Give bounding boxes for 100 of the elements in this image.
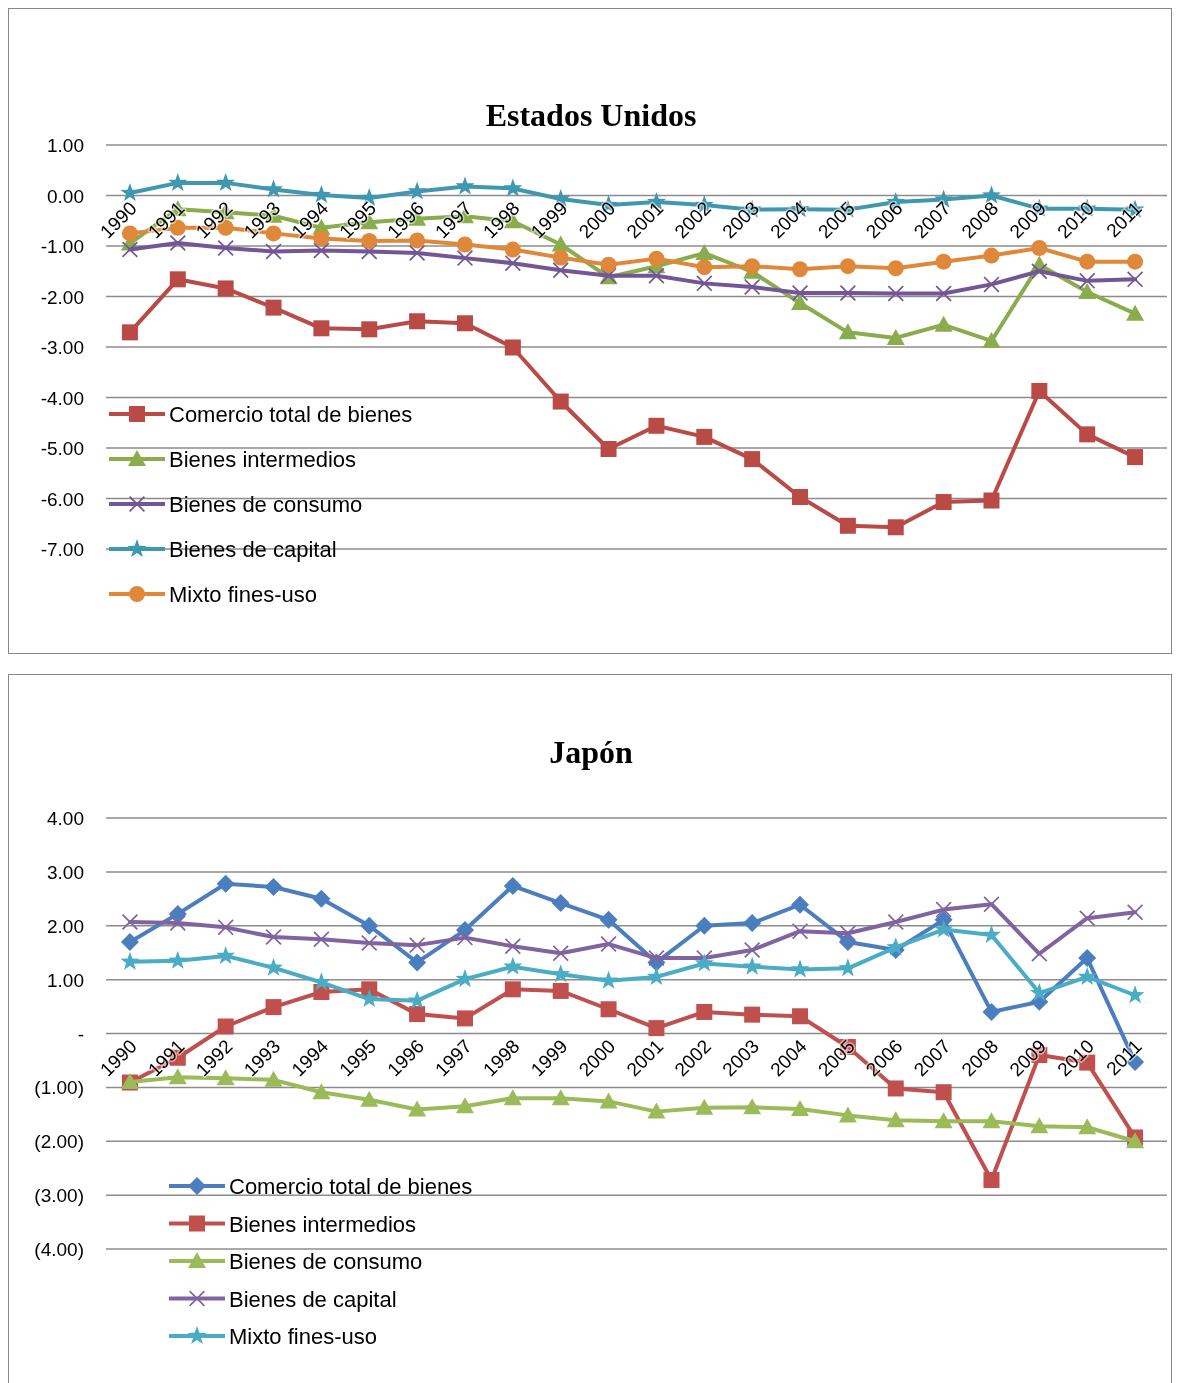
point (696, 275, 713, 292)
point (1079, 910, 1096, 927)
legend-label: Bienes de consumo (229, 1249, 423, 1274)
point (552, 262, 569, 279)
point (169, 271, 186, 288)
point (503, 178, 523, 197)
point (552, 249, 569, 266)
y-tick-label: - (77, 1023, 84, 1045)
point (648, 1020, 665, 1037)
point (935, 1084, 952, 1101)
point (504, 241, 521, 258)
point (217, 280, 234, 297)
point (168, 950, 188, 969)
point (934, 919, 954, 938)
point (313, 931, 330, 948)
point (455, 176, 475, 195)
point (792, 488, 809, 505)
point (120, 182, 140, 202)
point (409, 245, 426, 262)
point (313, 320, 330, 337)
point (1127, 449, 1144, 466)
point (695, 244, 714, 261)
y-tick-label: -6.00 (40, 488, 84, 510)
point (982, 1112, 1001, 1129)
legend-label: Comercio total de bienes (229, 1174, 473, 1199)
point (1127, 253, 1144, 270)
point (935, 901, 952, 918)
point (792, 261, 809, 278)
y-tick-label: 3.00 (47, 861, 84, 883)
point (1078, 1118, 1097, 1135)
y-tick-label: -2.00 (40, 286, 84, 308)
point (791, 294, 810, 311)
point (838, 323, 857, 340)
point (648, 250, 665, 267)
point (216, 172, 236, 191)
point (839, 258, 856, 275)
point (600, 256, 617, 273)
legend-label: Mixto fines-uso (229, 1324, 377, 1349)
point (503, 956, 523, 975)
point (1031, 263, 1048, 280)
y-tick-label: 1.00 (47, 969, 84, 991)
point (887, 519, 904, 536)
y-tick-label: (4.00) (34, 1239, 84, 1260)
y-tick-label: (1.00) (34, 1077, 84, 1099)
point (407, 181, 427, 200)
point (551, 964, 571, 983)
point (551, 1089, 570, 1106)
point (408, 1100, 427, 1117)
point (503, 1089, 522, 1106)
point (121, 324, 138, 341)
point (981, 185, 1001, 204)
point (935, 494, 952, 511)
point (695, 1098, 714, 1115)
point (935, 285, 952, 302)
point (694, 953, 714, 972)
point (120, 932, 139, 951)
point (408, 953, 427, 972)
point (1079, 426, 1096, 443)
legend-label: Mixto fines-uso (169, 582, 317, 607)
point (360, 1090, 379, 1107)
point (1031, 382, 1048, 399)
point (503, 876, 522, 895)
point (216, 945, 236, 965)
point (1125, 985, 1145, 1004)
point (886, 1111, 905, 1128)
point (983, 276, 1000, 293)
point (982, 331, 1001, 348)
point (265, 243, 282, 260)
point (168, 172, 188, 191)
point (791, 1099, 810, 1116)
legend-label: Bienes intermedios (229, 1211, 417, 1237)
legend-label: Bienes de capital (169, 537, 337, 562)
point (1078, 282, 1097, 299)
point (743, 1098, 762, 1115)
point (311, 185, 331, 204)
point (648, 417, 665, 434)
point (743, 914, 762, 933)
point (456, 315, 473, 332)
point (696, 259, 713, 276)
point (790, 959, 810, 978)
point (981, 924, 1001, 943)
point (599, 910, 618, 929)
point (407, 990, 427, 1009)
point (1031, 240, 1048, 257)
point (168, 904, 187, 923)
y-tick-label: 2.00 (47, 915, 84, 937)
point (312, 889, 331, 908)
point (265, 299, 282, 316)
legend-label: Bienes de consumo (169, 492, 363, 517)
point (217, 919, 234, 936)
legend-label: Bienes intermedios (169, 447, 357, 472)
point (695, 916, 714, 935)
point (647, 1102, 666, 1119)
point (839, 925, 856, 942)
point (264, 179, 284, 198)
point (744, 1006, 761, 1023)
point (551, 894, 570, 913)
point (744, 258, 761, 275)
point (552, 982, 569, 999)
point (599, 970, 619, 989)
